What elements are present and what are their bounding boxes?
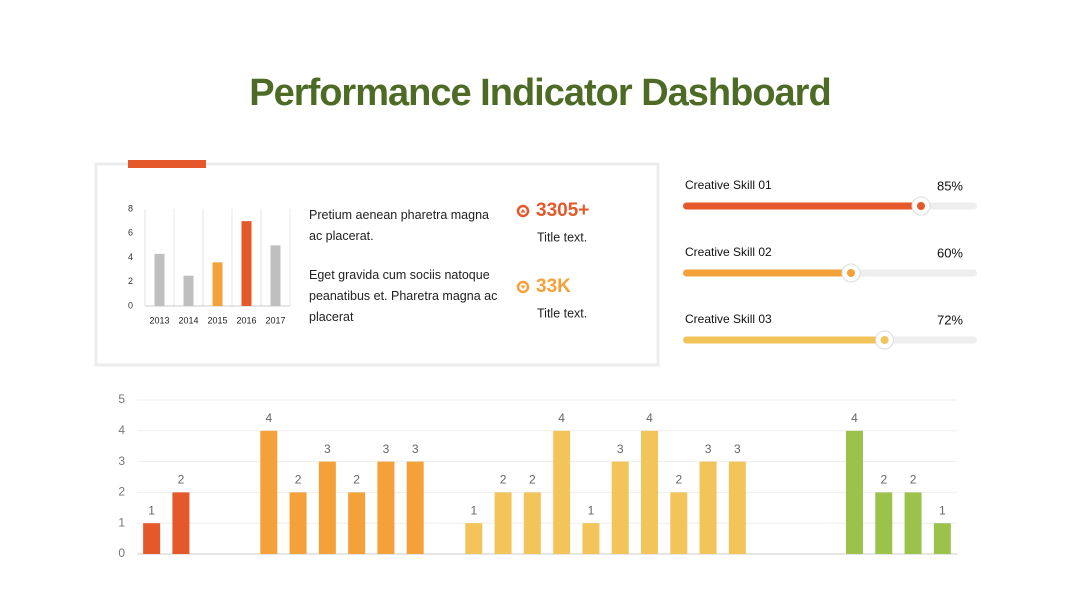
data-label: 2: [880, 473, 887, 487]
stat-icon: [516, 204, 530, 218]
bar: [523, 492, 541, 554]
bar: [212, 262, 223, 306]
y-tick-label: 4: [118, 423, 125, 437]
bar: [933, 523, 951, 554]
data-label: 3: [734, 442, 741, 456]
y-tick-label: 4: [128, 252, 133, 262]
slider-knob-dot: [917, 202, 925, 210]
bar: [699, 461, 717, 554]
slide-title: Performance Indicator Dashboard: [249, 72, 830, 114]
data-label: 4: [558, 411, 565, 425]
paragraph: Pretium aenean pharetra magna ac placera…: [309, 208, 489, 243]
bar: [143, 523, 161, 554]
bar: [270, 245, 281, 306]
stat-icon-arrow: [520, 209, 526, 213]
data-label: 1: [148, 503, 155, 517]
bar: [406, 461, 424, 554]
bar: [318, 461, 336, 554]
bar: [875, 492, 893, 554]
bar: [154, 253, 165, 306]
stat-label: Title text.: [537, 306, 587, 320]
data-label: 3: [383, 442, 390, 456]
bar: [728, 461, 746, 554]
data-label: 1: [939, 503, 946, 517]
skill-label: Creative Skill 01: [685, 178, 772, 192]
data-label: 4: [646, 411, 653, 425]
y-tick-label: 2: [128, 276, 133, 286]
data-label: 2: [178, 473, 185, 487]
bar: [553, 430, 571, 554]
data-label: 2: [910, 473, 917, 487]
skill-label: Creative Skill 02: [685, 245, 772, 259]
bar: [846, 430, 863, 554]
bar: [465, 523, 483, 554]
stat-label: Title text.: [537, 230, 587, 244]
x-tick-label: 2015: [207, 315, 227, 325]
bar: [904, 492, 922, 554]
y-tick-label: 2: [118, 485, 125, 499]
skill-value: 85%: [937, 178, 963, 193]
x-tick-label: 2017: [265, 315, 285, 325]
bar: [172, 492, 190, 554]
paragraph: Eget gravida cum sociis natoque peanatib…: [309, 268, 498, 324]
stat-value: 3305+: [536, 200, 589, 221]
data-label: 2: [353, 473, 360, 487]
y-tick-label: 0: [118, 546, 125, 560]
bar: [670, 492, 688, 554]
bar: [582, 523, 600, 554]
data-label: 2: [675, 473, 682, 487]
x-tick-label: 2013: [149, 315, 169, 325]
stat-icon-arrow: [520, 285, 526, 289]
stat-value: 33K: [536, 276, 571, 297]
bar: [641, 430, 658, 554]
data-label: 1: [588, 503, 595, 517]
bar: [260, 430, 278, 554]
bar: [377, 461, 395, 554]
progress-fill: [683, 336, 885, 344]
bar: [494, 492, 512, 554]
data-label: 4: [851, 411, 858, 425]
bar: [348, 492, 366, 554]
data-label: 2: [500, 473, 507, 487]
card: [94, 162, 660, 367]
y-tick-label: 8: [128, 203, 133, 213]
data-label: 3: [705, 442, 712, 456]
y-tick-label: 1: [118, 515, 125, 529]
bar: [289, 492, 307, 554]
slider-knob-dot: [847, 269, 855, 277]
bar: [183, 275, 194, 306]
bar: [611, 461, 629, 554]
data-label: 2: [295, 473, 302, 487]
skill-value: 72%: [937, 312, 963, 327]
slider-knob-dot: [880, 336, 889, 344]
y-tick-label: 6: [128, 228, 133, 238]
progress-fill: [683, 269, 851, 277]
data-label: 1: [470, 503, 477, 517]
y-tick-label: 0: [128, 300, 133, 310]
stat-icon: [516, 280, 530, 294]
bar: [241, 221, 252, 306]
skill-label: Creative Skill 03: [685, 312, 772, 326]
card-tab: [128, 160, 206, 168]
progress-fill: [683, 202, 921, 210]
data-label: 3: [617, 442, 624, 456]
data-label: 3: [324, 442, 331, 456]
x-tick-label: 2014: [178, 315, 198, 325]
data-label: 3: [412, 442, 419, 456]
x-tick-label: 2016: [236, 315, 256, 325]
y-tick-label: 3: [118, 454, 125, 468]
data-label: 2: [529, 473, 536, 487]
data-label: 4: [265, 411, 272, 425]
skill-value: 60%: [937, 245, 963, 260]
y-tick-label: 5: [118, 392, 125, 406]
